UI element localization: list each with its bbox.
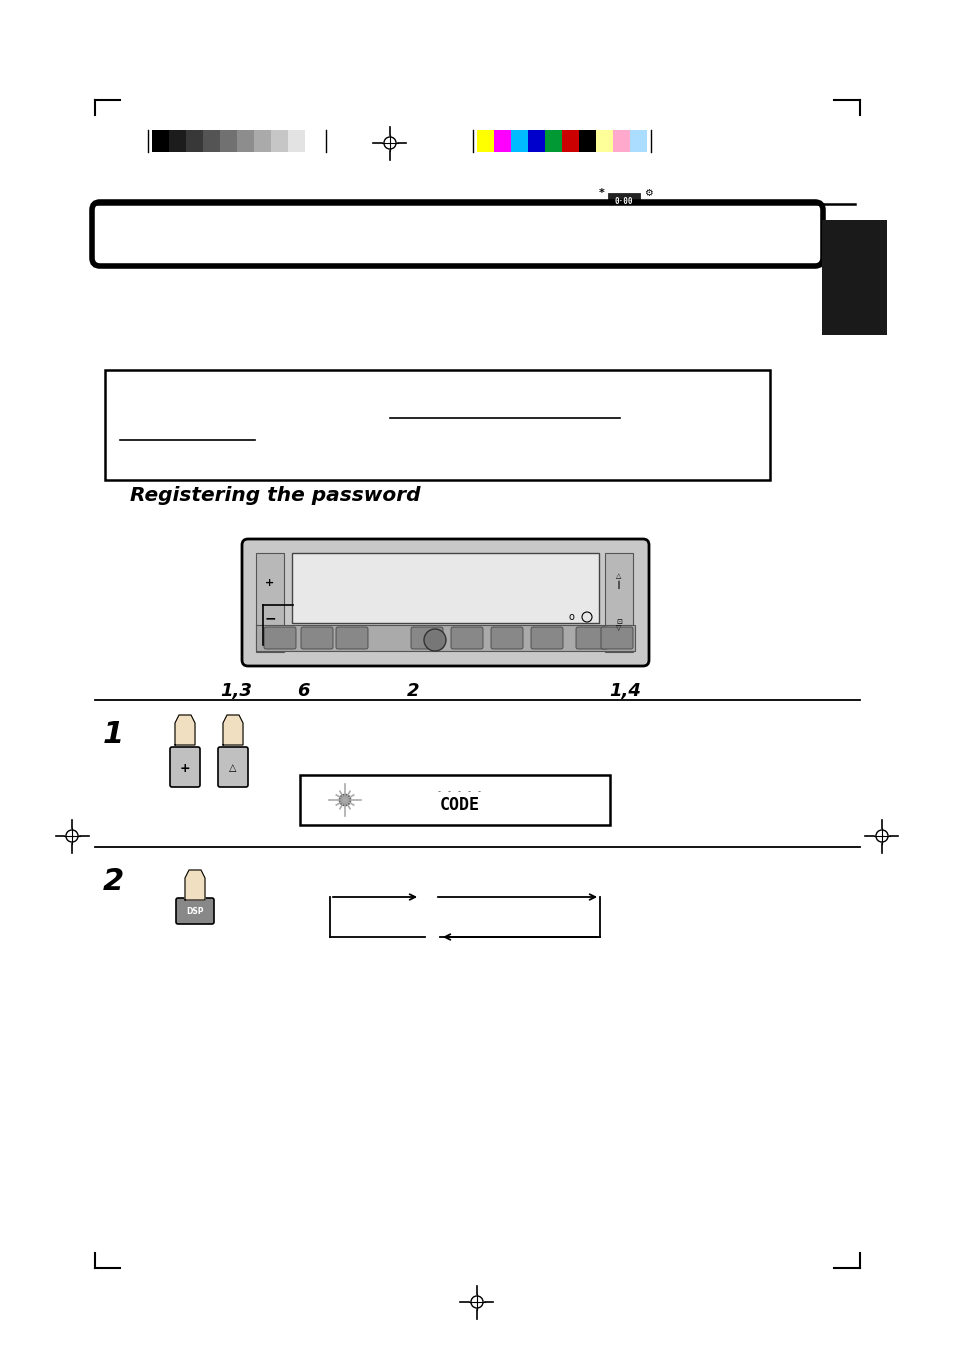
Bar: [203, 130, 220, 153]
Bar: [105, 370, 769, 480]
Polygon shape: [174, 715, 194, 744]
FancyBboxPatch shape: [264, 627, 295, 648]
FancyBboxPatch shape: [451, 627, 482, 648]
Text: 2: 2: [103, 867, 124, 896]
Bar: [596, 130, 613, 153]
FancyBboxPatch shape: [170, 747, 200, 788]
Circle shape: [338, 794, 351, 807]
Polygon shape: [185, 870, 205, 900]
Text: +: +: [265, 578, 274, 588]
Bar: [186, 130, 203, 153]
Text: ⊡
▽: ⊡ ▽: [616, 619, 621, 631]
Bar: [604, 553, 633, 653]
Text: 0·00: 0·00: [614, 196, 633, 205]
Bar: [255, 626, 635, 651]
FancyBboxPatch shape: [218, 747, 248, 788]
FancyBboxPatch shape: [600, 627, 633, 648]
FancyBboxPatch shape: [301, 627, 333, 648]
Bar: [220, 130, 236, 153]
Bar: [494, 130, 511, 153]
Bar: [629, 130, 646, 153]
Text: 1: 1: [103, 720, 124, 748]
Bar: [253, 130, 271, 153]
Bar: [299, 775, 609, 825]
Bar: [288, 130, 305, 153]
Bar: [544, 130, 561, 153]
Text: 1,4: 1,4: [608, 682, 640, 700]
FancyBboxPatch shape: [91, 203, 822, 266]
Bar: [271, 130, 288, 153]
Bar: [255, 553, 284, 653]
FancyBboxPatch shape: [531, 627, 562, 648]
Text: Registering the password: Registering the password: [130, 486, 420, 505]
Bar: [527, 130, 544, 153]
Bar: [561, 130, 578, 153]
Text: −: −: [264, 611, 275, 626]
Text: o: o: [567, 612, 574, 621]
Bar: [613, 130, 629, 153]
Bar: [578, 130, 596, 153]
FancyBboxPatch shape: [411, 627, 442, 648]
Text: △
║: △ ║: [616, 573, 621, 589]
Text: +: +: [179, 762, 190, 774]
FancyBboxPatch shape: [491, 627, 522, 648]
Text: *: *: [598, 188, 604, 199]
Text: △: △: [229, 763, 236, 773]
Bar: [305, 130, 322, 153]
Text: ⚙: ⚙: [643, 188, 652, 199]
FancyBboxPatch shape: [242, 539, 648, 666]
Text: CODE: CODE: [439, 796, 479, 815]
Text: - - - - -: - - - - -: [437, 786, 482, 796]
FancyBboxPatch shape: [175, 898, 213, 924]
Bar: [292, 553, 598, 623]
Polygon shape: [223, 715, 243, 744]
Bar: [821, 220, 886, 335]
FancyBboxPatch shape: [335, 627, 368, 648]
Bar: [169, 130, 186, 153]
Text: DSP: DSP: [186, 908, 204, 916]
Text: 6: 6: [296, 682, 309, 700]
Bar: [476, 130, 494, 153]
Bar: [511, 130, 527, 153]
Circle shape: [423, 630, 446, 651]
Bar: [152, 130, 169, 153]
Bar: [607, 193, 639, 207]
Bar: [236, 130, 253, 153]
FancyBboxPatch shape: [576, 627, 607, 648]
Text: 2: 2: [406, 682, 418, 700]
Text: 1,3: 1,3: [220, 682, 252, 700]
